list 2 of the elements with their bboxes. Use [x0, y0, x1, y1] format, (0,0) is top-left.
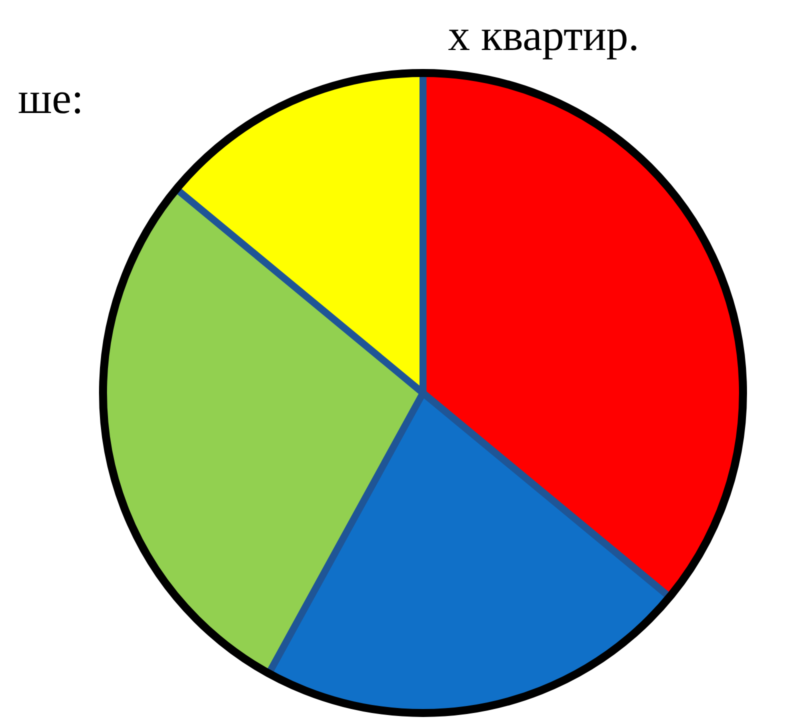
text: ше: [18, 74, 84, 123]
text: х квартир. [448, 11, 640, 60]
